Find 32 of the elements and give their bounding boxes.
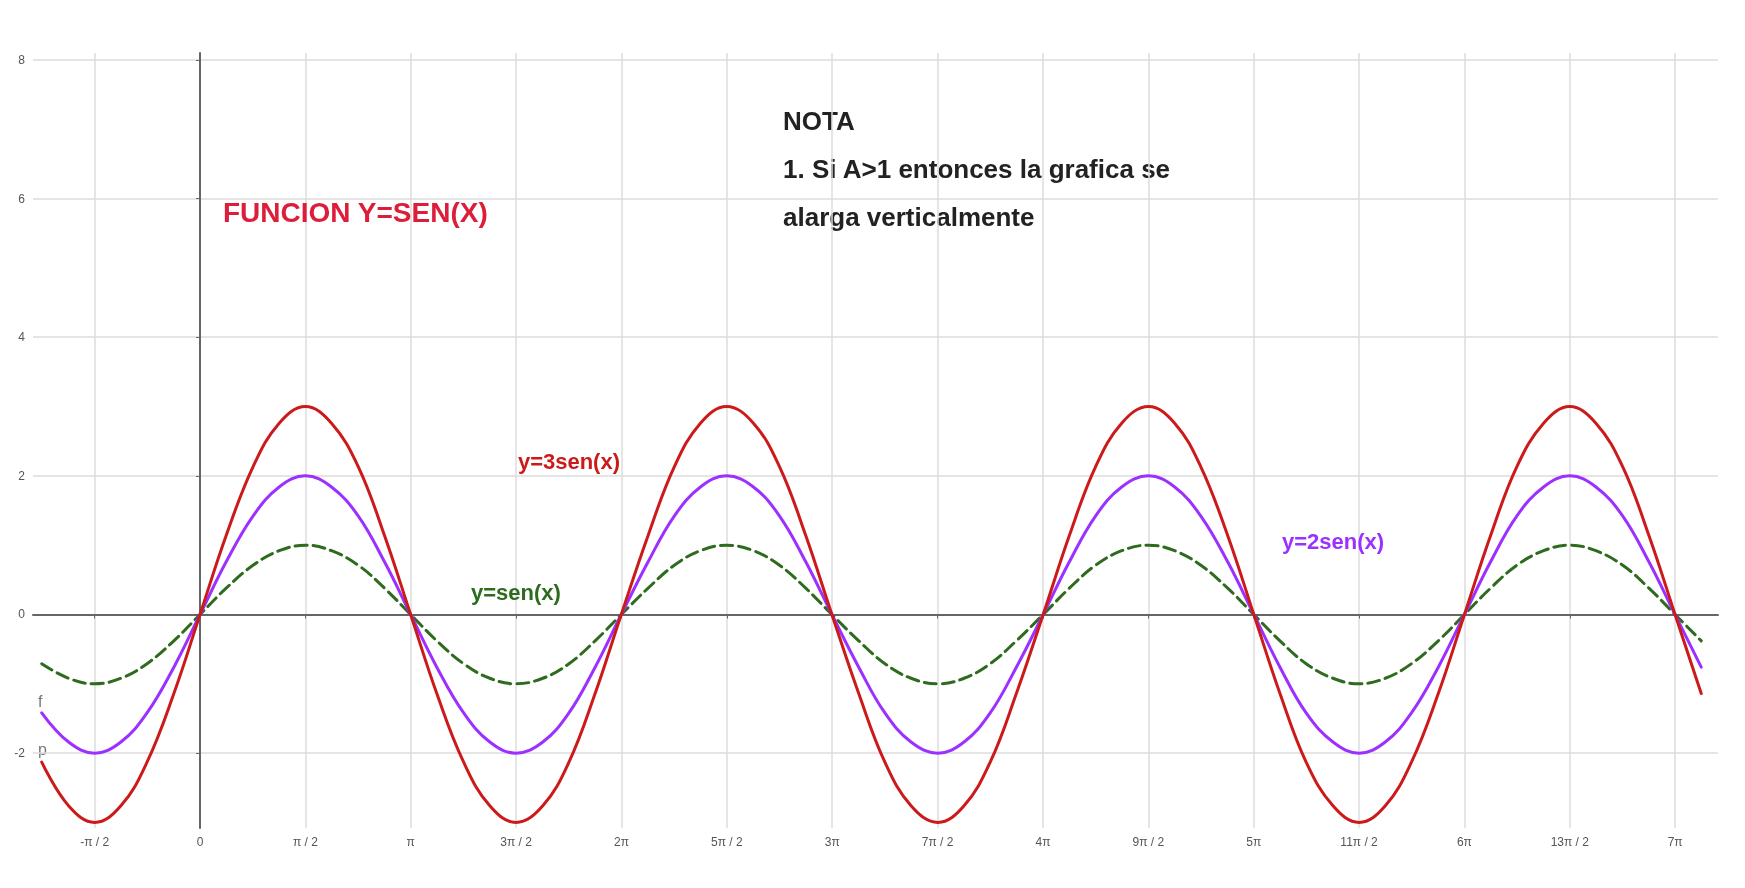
x-tick-label: 9π / 2: [1132, 835, 1165, 849]
text: y=sen(x): [471, 580, 561, 606]
x-tick-label: 2π: [614, 835, 629, 849]
x-tick-label: 11π / 2: [1340, 835, 1379, 849]
x-tick-label: π / 2: [292, 835, 319, 849]
x-tick-label: -π / 2: [80, 835, 110, 849]
y-tick-label: 6: [18, 191, 26, 206]
text: FUNCION Y=SEN(X): [223, 196, 488, 228]
annotation: alarga verticalmente: [783, 202, 1035, 232]
x-tick-label: 13π / 2: [1550, 835, 1590, 849]
y-tick-label: -2: [14, 746, 26, 761]
annotation: f: [38, 692, 43, 710]
x-tick-label: 3π: [824, 835, 840, 849]
y-tick-label: 2: [18, 468, 26, 483]
y-tick-label: 0: [18, 607, 26, 622]
x-tick-label: 5π / 2: [711, 835, 743, 849]
x-tick-label: 5π: [1246, 835, 1262, 849]
x-tick-label: 7π: [1667, 835, 1683, 849]
line-series: [40, 405, 1703, 824]
x-tick-label: 4π: [1035, 835, 1051, 849]
text: y=3sen(x): [517, 448, 621, 474]
text: y=2sen(x): [1281, 528, 1385, 554]
x-tick-label: 6π: [1456, 835, 1472, 849]
x-tick-label: 7π / 2: [921, 835, 954, 849]
annotation: p: [38, 740, 47, 758]
y-tick-label: 4: [18, 330, 26, 345]
annotation: NOTA: [783, 106, 855, 136]
x-tick-label: 0: [196, 835, 204, 849]
x-tick-label: 3π / 2: [500, 835, 533, 849]
y-tick-label: 8: [18, 52, 26, 67]
annotation: 1. Si A>1 entonces la grafica se: [783, 154, 1171, 184]
x-tick-label: π: [406, 835, 415, 849]
